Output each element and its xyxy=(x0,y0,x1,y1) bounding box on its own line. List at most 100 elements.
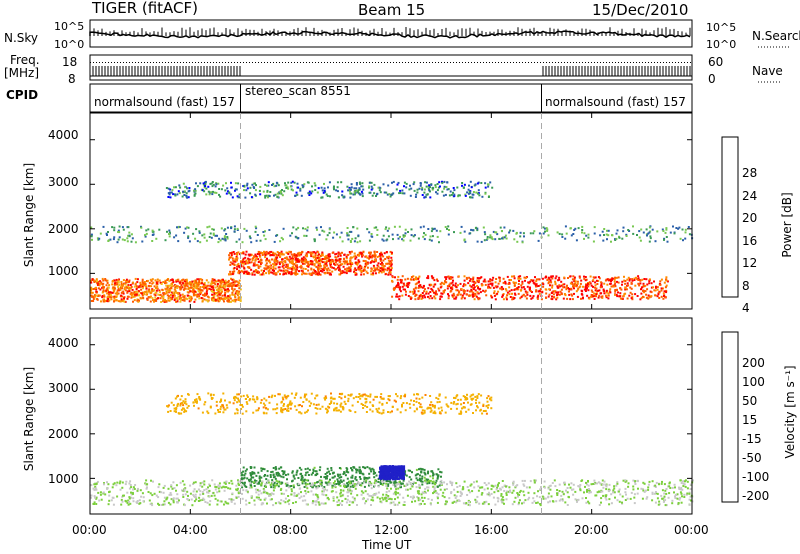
power-cell xyxy=(176,287,179,289)
power-cell xyxy=(372,269,375,272)
power-cell xyxy=(590,289,593,292)
power-cell xyxy=(343,271,346,274)
velocity-cell xyxy=(108,490,111,493)
power-cell xyxy=(149,300,152,303)
velocity-cell xyxy=(258,477,261,480)
power-cell xyxy=(325,268,328,271)
power-cell xyxy=(335,268,338,271)
power-cell xyxy=(489,236,492,239)
power-cell xyxy=(186,285,189,288)
velocity-cell xyxy=(394,470,397,473)
power-cell xyxy=(120,286,122,289)
power-cell xyxy=(388,227,391,230)
power-cell xyxy=(328,259,331,262)
power-cell xyxy=(436,278,438,281)
power-cell xyxy=(586,282,589,285)
power-cell xyxy=(268,269,271,271)
power-cell xyxy=(165,187,168,189)
velocity-cell xyxy=(379,472,382,474)
power-cell xyxy=(226,285,229,288)
power-cell xyxy=(317,269,320,272)
power-cell xyxy=(495,231,498,234)
power-cell xyxy=(295,268,298,271)
power-cell xyxy=(273,252,276,255)
power-cell xyxy=(511,275,513,278)
power-cell xyxy=(141,283,144,286)
power-cell xyxy=(418,187,421,190)
power-cell xyxy=(491,186,494,189)
power-cell xyxy=(624,288,627,291)
power-cell xyxy=(228,284,230,286)
power-cell xyxy=(395,293,398,296)
power-cell xyxy=(583,237,585,240)
power-cell xyxy=(480,276,483,279)
power-cell xyxy=(162,296,165,299)
power-cell xyxy=(520,286,523,289)
power-cell xyxy=(126,237,129,240)
power-cell xyxy=(254,253,257,256)
power-cell xyxy=(439,295,442,298)
velocity-cell xyxy=(382,482,385,485)
power-cell xyxy=(542,232,545,235)
power-cell xyxy=(445,276,448,279)
power-cell xyxy=(525,297,528,300)
power-cell xyxy=(678,226,681,229)
power-cell xyxy=(523,276,526,279)
power-cell xyxy=(467,282,470,285)
power-cell xyxy=(195,281,197,284)
power-cell xyxy=(127,284,130,287)
velocity-cell xyxy=(158,503,161,506)
power-cell xyxy=(477,287,480,290)
power-cell xyxy=(390,256,393,259)
velocity-cell xyxy=(359,478,362,480)
power-cell xyxy=(394,276,396,279)
velocity-cell xyxy=(291,479,294,482)
power-cell xyxy=(607,292,610,295)
power-cell xyxy=(368,191,371,194)
power-cell xyxy=(502,277,505,280)
power-cell xyxy=(316,260,319,263)
power-cell xyxy=(353,191,356,194)
power-cell xyxy=(603,282,606,285)
power-cell xyxy=(665,227,668,230)
power-cell xyxy=(621,283,623,286)
power-cell xyxy=(174,193,176,196)
power-cell xyxy=(477,192,479,195)
power-cell xyxy=(173,293,176,296)
power-cell xyxy=(648,278,651,281)
power-cell xyxy=(93,294,96,297)
power-cell xyxy=(368,186,370,189)
power-cell xyxy=(575,290,578,293)
velocity-cell xyxy=(436,476,439,479)
velocity-cell xyxy=(671,486,674,489)
power-cell xyxy=(244,253,247,256)
power-cell xyxy=(440,292,443,295)
velocity-cell xyxy=(380,469,383,472)
power-cell xyxy=(641,278,644,281)
power-cell xyxy=(223,286,226,288)
velocity-cell xyxy=(368,476,371,479)
power-cell xyxy=(297,237,300,240)
velocity-cell xyxy=(284,497,287,500)
power-cell xyxy=(291,232,293,235)
power-cell xyxy=(273,263,276,266)
power-cell xyxy=(150,291,153,294)
power-cell xyxy=(236,292,239,295)
power-cell xyxy=(96,298,99,300)
power-cell xyxy=(374,258,376,261)
power-cell xyxy=(464,193,467,196)
velocity-cell xyxy=(386,487,389,490)
power-cell xyxy=(156,287,159,290)
power-cell xyxy=(472,276,475,279)
noise-right-tick-bottom: 10^0 xyxy=(706,38,737,51)
velocity-cell xyxy=(304,474,307,477)
power-cell xyxy=(315,265,318,268)
power-cell xyxy=(419,184,422,187)
power-cell xyxy=(300,194,303,197)
velocity-cell xyxy=(387,477,390,480)
power-cell xyxy=(132,300,134,303)
power-cell xyxy=(482,280,485,283)
power-cell xyxy=(456,186,459,189)
power-cell xyxy=(628,279,631,282)
power-cell xyxy=(168,193,171,196)
